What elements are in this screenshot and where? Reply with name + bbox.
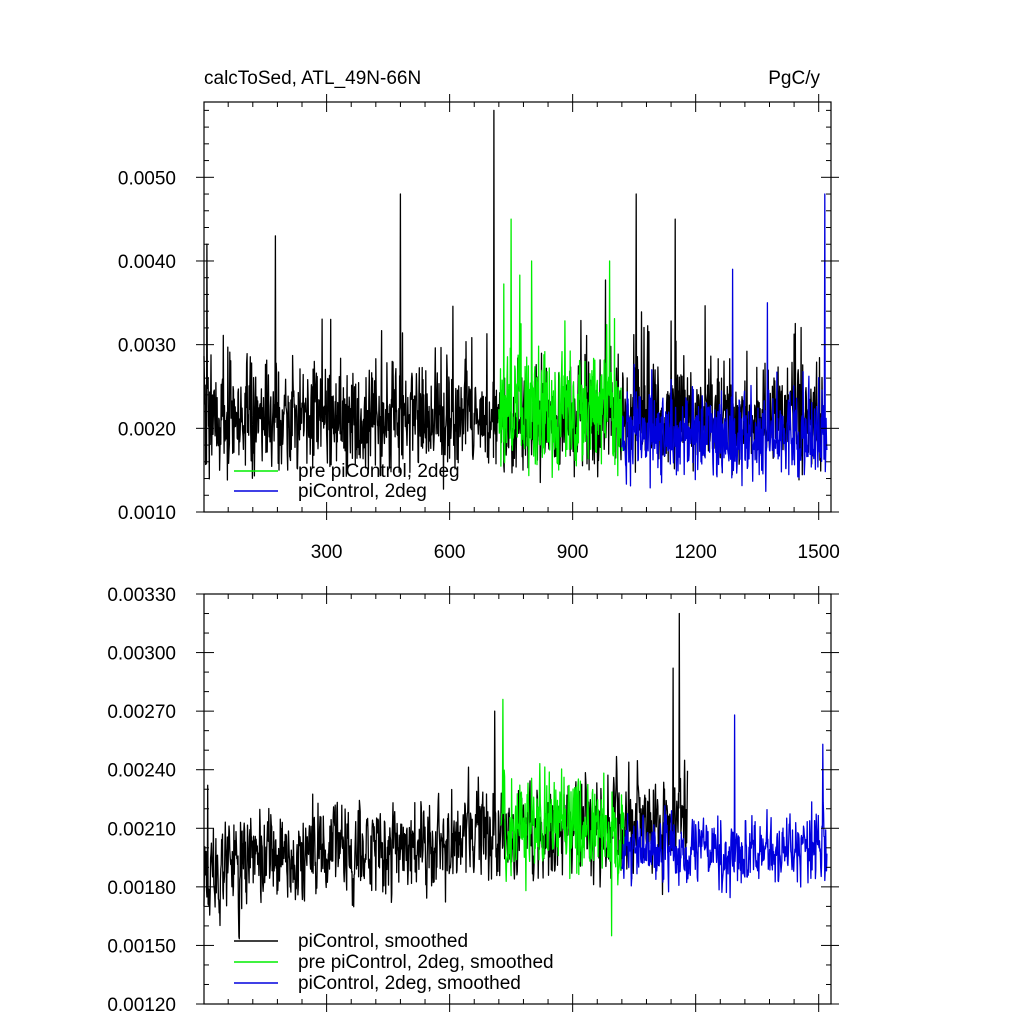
- top-xtick-label: 1200: [675, 542, 717, 563]
- top-axes: 300 600 900 1200 1500 0.0010 0.0020 0.0030 0.004…: [118, 94, 840, 563]
- top-xtick-label: 300: [311, 542, 343, 563]
- bottom-series-line-picontrol-2deg-smoothed: [621, 714, 828, 899]
- top-legend: pre piControl, 2deg piControl, 2deg: [234, 461, 460, 502]
- bottom-ytick-label: 0.00300: [107, 644, 176, 665]
- top-ytick-label: 0.0010: [118, 503, 176, 524]
- bottom-ytick-label: 0.00150: [107, 936, 176, 957]
- top-xtick-label: 1500: [798, 542, 840, 563]
- top-ytick-label: 0.0040: [118, 252, 176, 273]
- bottom-ytick-label: 0.00210: [107, 819, 176, 840]
- bottom-series-group: [203, 612, 828, 940]
- top-series-line-picontrol-2deg: [621, 193, 828, 493]
- legend-label-pre-picontrol-2deg: pre piControl, 2deg: [298, 461, 460, 482]
- top-xtick-label: 600: [434, 542, 466, 563]
- bottom-series-line-pre-picontrol-2deg-smoothed: [500, 698, 625, 937]
- top-xtick-label: 900: [557, 542, 589, 563]
- legend-label-picontrol-smoothed: piControl, smoothed: [298, 931, 468, 952]
- bottom-ytick-label: 0.00270: [107, 702, 176, 723]
- top-series-group: [203, 109, 828, 493]
- top-plot-frame: [203, 101, 832, 513]
- top-ytick-label: 0.0030: [118, 336, 176, 357]
- bottom-ytick-label: 0.00330: [107, 585, 176, 606]
- bottom-plot-frame: [203, 593, 832, 1005]
- top-ytick-label: 0.0050: [118, 168, 176, 189]
- bottom-ytick-label: 0.00180: [107, 878, 176, 899]
- legend-label-picontrol-2deg: piControl, 2deg: [298, 481, 427, 502]
- top-ytick-label: 0.0020: [118, 419, 176, 440]
- bottom-ytick-label: 0.00240: [107, 761, 176, 782]
- top-panel: calcToSed, ATL_49N-66N PgC/y 300 600 900 12…: [118, 68, 840, 563]
- bottom-ytick-label: 0.00120: [107, 995, 176, 1016]
- bottom-series-line-picontrol-smoothed: [203, 612, 689, 940]
- bottom-axes: 0.00120 0.00150 0.00180 0.00210 0.00240 0.002…: [107, 585, 839, 1016]
- legend-label-pre-picontrol-2deg-smoothed: pre piControl, 2deg, smoothed: [298, 952, 554, 973]
- top-series-line-pre-picontrol-2deg: [498, 218, 623, 479]
- top-title-left: calcToSed, ATL_49N-66N: [204, 68, 421, 89]
- bottom-panel: 0.00120 0.00150 0.00180 0.00210 0.00240 0.002…: [107, 585, 839, 1016]
- top-title-right: PgC/y: [768, 68, 820, 89]
- legend-label-picontrol-2deg-smoothed: piControl, 2deg, smoothed: [298, 973, 521, 994]
- bottom-legend: piControl, smoothed pre piControl, 2deg,…: [234, 931, 554, 994]
